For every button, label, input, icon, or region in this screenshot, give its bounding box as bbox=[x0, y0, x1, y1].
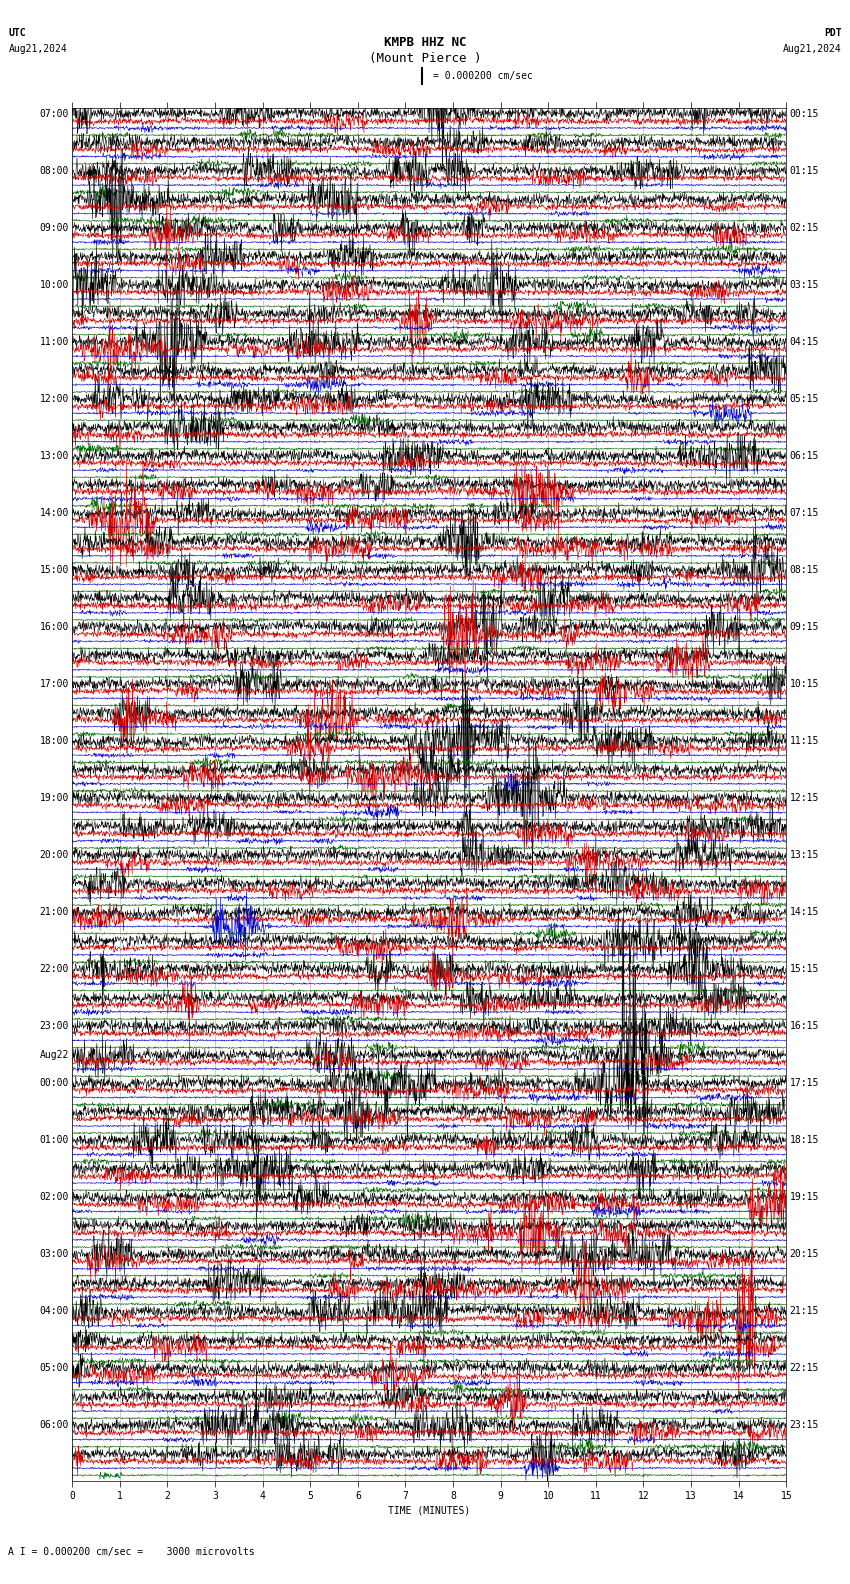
Text: 01:00: 01:00 bbox=[39, 1136, 69, 1145]
Text: 19:15: 19:15 bbox=[790, 1193, 819, 1202]
Text: 11:00: 11:00 bbox=[39, 337, 69, 347]
Text: 16:00: 16:00 bbox=[39, 623, 69, 632]
Text: 05:00: 05:00 bbox=[39, 1364, 69, 1373]
Text: 02:15: 02:15 bbox=[790, 223, 819, 233]
Text: 13:00: 13:00 bbox=[39, 451, 69, 461]
Text: 22:15: 22:15 bbox=[790, 1364, 819, 1373]
Text: Aug22: Aug22 bbox=[39, 1050, 69, 1060]
Text: 08:15: 08:15 bbox=[790, 565, 819, 575]
Text: 19:00: 19:00 bbox=[39, 794, 69, 803]
Text: 03:15: 03:15 bbox=[790, 280, 819, 290]
Text: 07:15: 07:15 bbox=[790, 508, 819, 518]
Text: 20:00: 20:00 bbox=[39, 851, 69, 860]
Text: KMPB HHZ NC: KMPB HHZ NC bbox=[383, 36, 467, 49]
Text: 22:00: 22:00 bbox=[39, 965, 69, 974]
Text: 06:15: 06:15 bbox=[790, 451, 819, 461]
Text: 21:15: 21:15 bbox=[790, 1307, 819, 1316]
Text: 18:15: 18:15 bbox=[790, 1136, 819, 1145]
Text: 10:00: 10:00 bbox=[39, 280, 69, 290]
Text: 15:00: 15:00 bbox=[39, 565, 69, 575]
Text: (Mount Pierce ): (Mount Pierce ) bbox=[369, 52, 481, 65]
Text: UTC: UTC bbox=[8, 29, 26, 38]
Text: 01:15: 01:15 bbox=[790, 166, 819, 176]
Text: 04:00: 04:00 bbox=[39, 1307, 69, 1316]
Text: 21:00: 21:00 bbox=[39, 908, 69, 917]
Text: 00:00: 00:00 bbox=[39, 1079, 69, 1088]
Text: 09:00: 09:00 bbox=[39, 223, 69, 233]
Text: 23:00: 23:00 bbox=[39, 1022, 69, 1031]
Text: 14:15: 14:15 bbox=[790, 908, 819, 917]
X-axis label: TIME (MINUTES): TIME (MINUTES) bbox=[388, 1506, 470, 1516]
Text: 03:00: 03:00 bbox=[39, 1250, 69, 1259]
Text: 00:15: 00:15 bbox=[790, 109, 819, 119]
Text: 14:00: 14:00 bbox=[39, 508, 69, 518]
Text: 12:15: 12:15 bbox=[790, 794, 819, 803]
Text: 17:15: 17:15 bbox=[790, 1079, 819, 1088]
Text: 20:15: 20:15 bbox=[790, 1250, 819, 1259]
Text: PDT: PDT bbox=[824, 29, 842, 38]
Text: 06:00: 06:00 bbox=[39, 1421, 69, 1430]
Text: 10:15: 10:15 bbox=[790, 680, 819, 689]
Text: 07:00: 07:00 bbox=[39, 109, 69, 119]
Text: Aug21,2024: Aug21,2024 bbox=[783, 44, 842, 54]
Text: Aug21,2024: Aug21,2024 bbox=[8, 44, 67, 54]
Text: 12:00: 12:00 bbox=[39, 394, 69, 404]
Text: 05:15: 05:15 bbox=[790, 394, 819, 404]
Text: 02:00: 02:00 bbox=[39, 1193, 69, 1202]
Text: 08:00: 08:00 bbox=[39, 166, 69, 176]
Text: 09:15: 09:15 bbox=[790, 623, 819, 632]
Text: A I = 0.000200 cm/sec =    3000 microvolts: A I = 0.000200 cm/sec = 3000 microvolts bbox=[8, 1548, 255, 1557]
Text: 23:15: 23:15 bbox=[790, 1421, 819, 1430]
Text: 15:15: 15:15 bbox=[790, 965, 819, 974]
Text: 17:00: 17:00 bbox=[39, 680, 69, 689]
Text: 16:15: 16:15 bbox=[790, 1022, 819, 1031]
Text: 04:15: 04:15 bbox=[790, 337, 819, 347]
Text: 11:15: 11:15 bbox=[790, 737, 819, 746]
Text: 13:15: 13:15 bbox=[790, 851, 819, 860]
Text: = 0.000200 cm/sec: = 0.000200 cm/sec bbox=[433, 71, 532, 81]
Text: 18:00: 18:00 bbox=[39, 737, 69, 746]
